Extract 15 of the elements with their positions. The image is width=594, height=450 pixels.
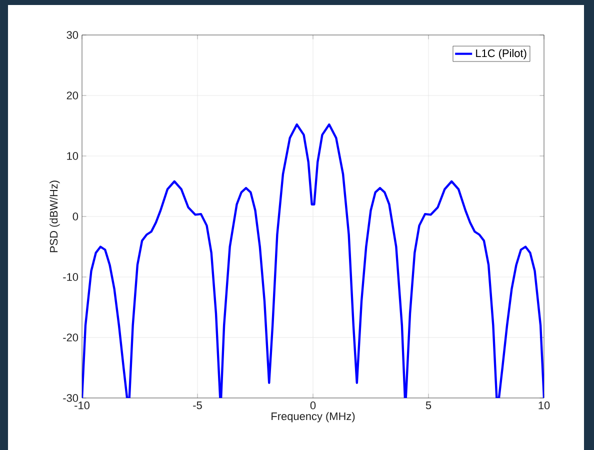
x-axis-title: Frequency (MHz)	[272, 412, 355, 422]
y-tick-label: -30	[63, 394, 78, 402]
y-tick-label: 0	[72, 212, 78, 220]
y-axis-title: PSD (dBW/Hz)	[50, 180, 60, 252]
y-tick-label: 30	[66, 31, 78, 39]
y-tick-label: -20	[63, 334, 78, 342]
legend-label: L1C (Pilot)	[476, 49, 526, 60]
x-tick-label: 10	[538, 402, 550, 410]
x-tick-label: 5	[426, 402, 432, 410]
x-tick-label: -10	[74, 402, 90, 410]
x-tick-label: -5	[193, 402, 202, 410]
y-tick-label: -10	[63, 273, 78, 281]
y-tick-label: 10	[67, 152, 78, 160]
x-tick-label: 0	[310, 402, 316, 410]
y-tick-label: 20	[66, 92, 78, 100]
